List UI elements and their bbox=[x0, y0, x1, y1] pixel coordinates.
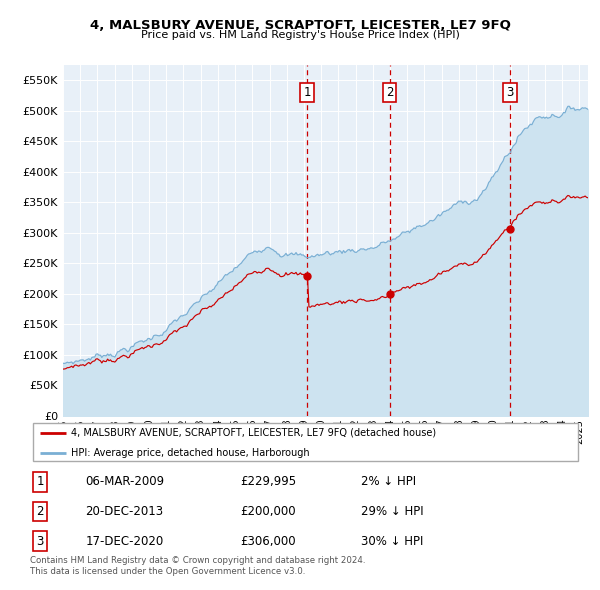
Text: £306,000: £306,000 bbox=[240, 535, 295, 548]
Text: Price paid vs. HM Land Registry's House Price Index (HPI): Price paid vs. HM Land Registry's House … bbox=[140, 30, 460, 40]
Text: 4, MALSBURY AVENUE, SCRAPTOFT, LEICESTER, LE7 9FQ (detached house): 4, MALSBURY AVENUE, SCRAPTOFT, LEICESTER… bbox=[71, 428, 437, 438]
Text: £200,000: £200,000 bbox=[240, 505, 295, 518]
Text: 06-MAR-2009: 06-MAR-2009 bbox=[85, 476, 164, 489]
Text: 30% ↓ HPI: 30% ↓ HPI bbox=[361, 535, 424, 548]
Text: 2: 2 bbox=[36, 505, 44, 518]
Text: 17-DEC-2020: 17-DEC-2020 bbox=[85, 535, 163, 548]
Text: 3: 3 bbox=[36, 535, 44, 548]
Text: 20-DEC-2013: 20-DEC-2013 bbox=[85, 505, 163, 518]
Text: 4, MALSBURY AVENUE, SCRAPTOFT, LEICESTER, LE7 9FQ: 4, MALSBURY AVENUE, SCRAPTOFT, LEICESTER… bbox=[89, 19, 511, 32]
Text: £229,995: £229,995 bbox=[240, 476, 296, 489]
Text: 1: 1 bbox=[304, 86, 311, 99]
Text: 1: 1 bbox=[36, 476, 44, 489]
Text: HPI: Average price, detached house, Harborough: HPI: Average price, detached house, Harb… bbox=[71, 448, 310, 457]
Text: 3: 3 bbox=[506, 86, 514, 99]
Text: 2: 2 bbox=[386, 86, 393, 99]
Text: Contains HM Land Registry data © Crown copyright and database right 2024.
This d: Contains HM Land Registry data © Crown c… bbox=[30, 556, 365, 576]
FancyBboxPatch shape bbox=[33, 423, 578, 461]
Text: 2% ↓ HPI: 2% ↓ HPI bbox=[361, 476, 416, 489]
Text: 29% ↓ HPI: 29% ↓ HPI bbox=[361, 505, 424, 518]
